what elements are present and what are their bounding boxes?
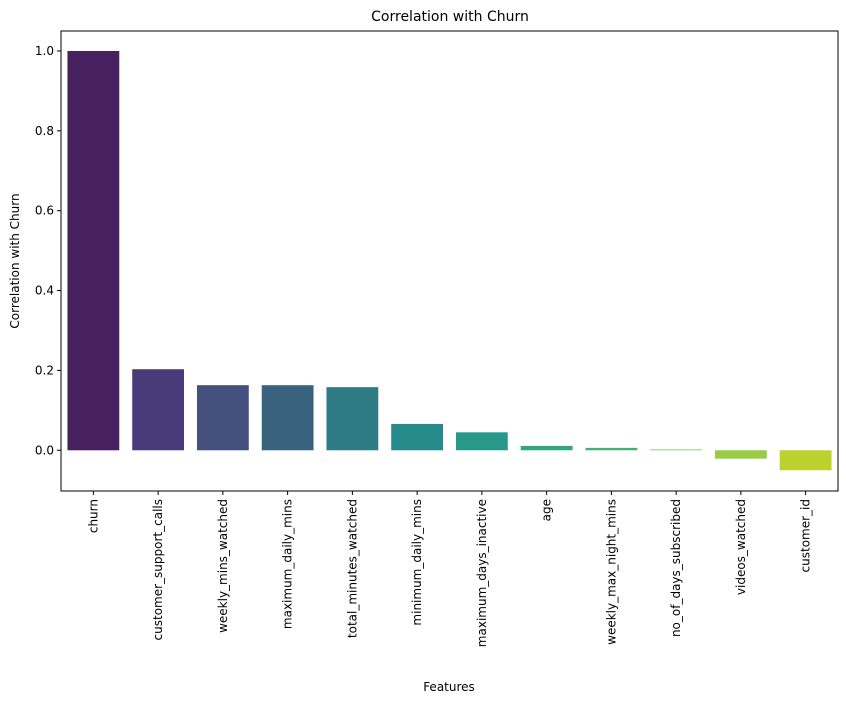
bar-customer_id	[779, 450, 832, 471]
y-tick-label: 0.0	[35, 443, 54, 457]
bar-maximum_daily_mins	[261, 385, 314, 451]
plot-area: churn customer_support_calls weekly_mins_w…	[35, 44, 832, 647]
x-tick-label: weekly_max_night_mins	[604, 499, 618, 645]
y-tick-label: 0.8	[35, 124, 54, 138]
y-tick-label: 0.6	[35, 204, 54, 218]
x-tick-label: age	[540, 499, 554, 521]
bar-age	[520, 445, 573, 451]
x-tick-label: customer_id	[799, 499, 813, 572]
x-tick-label: churn	[86, 499, 100, 533]
x-tick-label: total_minutes_watched	[345, 499, 359, 638]
bar-total_minutes_watched	[326, 387, 379, 451]
x-axis-label: Features	[423, 680, 475, 694]
y-tick-label: 1.0	[35, 44, 54, 58]
x-tick-label: customer_support_calls	[151, 499, 165, 640]
bar-no_of_days_subscribed	[650, 449, 703, 451]
bar-customer_support_calls	[132, 369, 185, 451]
bar-weekly_max_night_mins	[585, 447, 638, 451]
chart-title: Correlation with Churn	[371, 9, 529, 25]
x-tick-label: maximum_daily_mins	[281, 499, 295, 629]
x-tick-label: videos_watched	[734, 499, 748, 595]
bar-maximum_days_inactive	[455, 432, 508, 451]
x-tick-label: no_of_days_subscribed	[669, 499, 683, 637]
bar-weekly_mins_watched	[196, 385, 249, 451]
x-tick-label: weekly_mins_watched	[216, 499, 230, 633]
y-axis-label: Correlation with Churn	[8, 193, 22, 328]
bar-videos_watched	[714, 450, 767, 459]
y-tick-label: 0.4	[35, 284, 54, 298]
bar-minimum_daily_mins	[391, 423, 444, 451]
bar-churn	[67, 50, 120, 451]
x-tick-label: maximum_days_inactive	[475, 499, 489, 647]
x-tick-label: minimum_daily_mins	[410, 499, 424, 626]
y-tick-label: 0.2	[35, 363, 54, 377]
plot-frame	[60, 30, 839, 492]
